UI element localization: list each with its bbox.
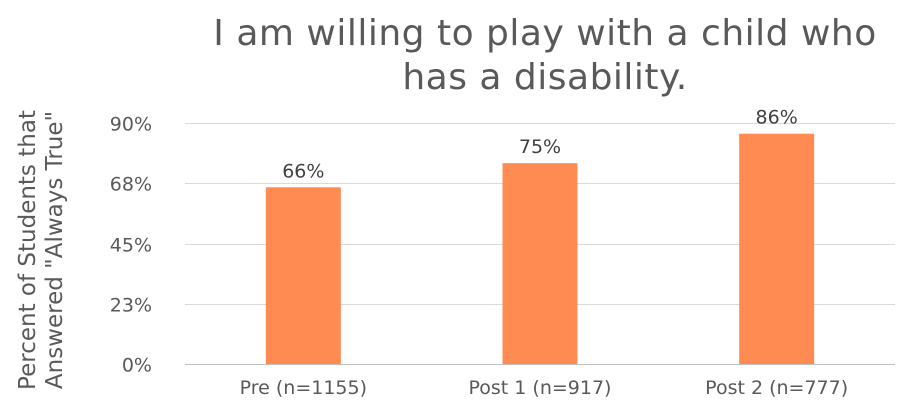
bar-data-label: 75%: [519, 136, 561, 158]
bar: [502, 163, 578, 364]
y-tick-label: 23%: [110, 295, 152, 317]
bar: [739, 133, 815, 364]
y-tick-label: 68%: [110, 174, 152, 196]
x-category-label: Post 1 (n=917): [469, 377, 612, 399]
bar-data-label: 86%: [756, 107, 798, 129]
bar: [265, 187, 341, 364]
x-category-label: Post 2 (n=777): [705, 377, 848, 399]
bar-data-label: 66%: [282, 160, 324, 182]
y-tick-label: 45%: [110, 235, 152, 257]
x-category-label: Pre (n=1155): [240, 377, 367, 399]
y-tick-label: 0%: [122, 355, 152, 377]
chart-title: I am willing to play with a child who ha…: [213, 13, 877, 98]
y-tick-label: 90%: [110, 114, 152, 136]
